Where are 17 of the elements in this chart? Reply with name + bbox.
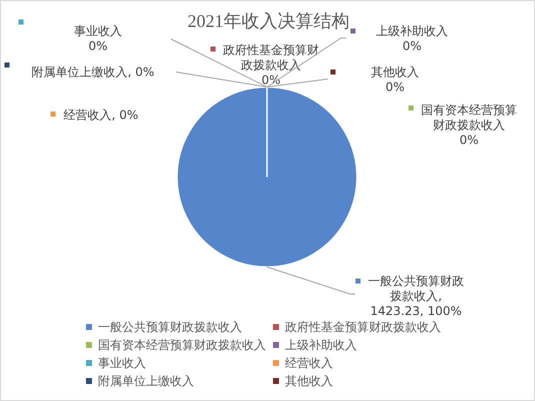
data-label: 一般公共预算财政拨款收入, 1423.23, 100%: [368, 274, 464, 318]
text: 政府性基金预算财政拨款收入 0%: [223, 43, 319, 87]
legend-label: 国有资本经营预算财政拨款收入: [98, 336, 266, 354]
text: 附属单位上缴收入, 0%: [32, 65, 154, 79]
text: 国有资本经营预算财政拨款收入 0%: [421, 103, 517, 147]
legend-label: 事业收入: [98, 354, 146, 372]
legend-label: 附属单位上缴收入: [98, 372, 194, 390]
text: 其他收入 0%: [371, 65, 419, 94]
legend-label: 一般公共预算财政拨款收入: [98, 318, 242, 336]
text: 上级补助收入 0%: [376, 24, 448, 53]
legend-label: 经营收入: [285, 354, 333, 372]
chart-title: 2021年收入决算结构: [188, 11, 350, 31]
legend-label: 其他收入: [285, 372, 333, 390]
legend-label: 上级补助收入: [285, 336, 357, 354]
text: 经营收入, 0%: [64, 108, 138, 122]
text: 事业收入 0%: [74, 24, 122, 53]
legend-label: 政府性基金预算财政拨款收入: [285, 318, 441, 336]
